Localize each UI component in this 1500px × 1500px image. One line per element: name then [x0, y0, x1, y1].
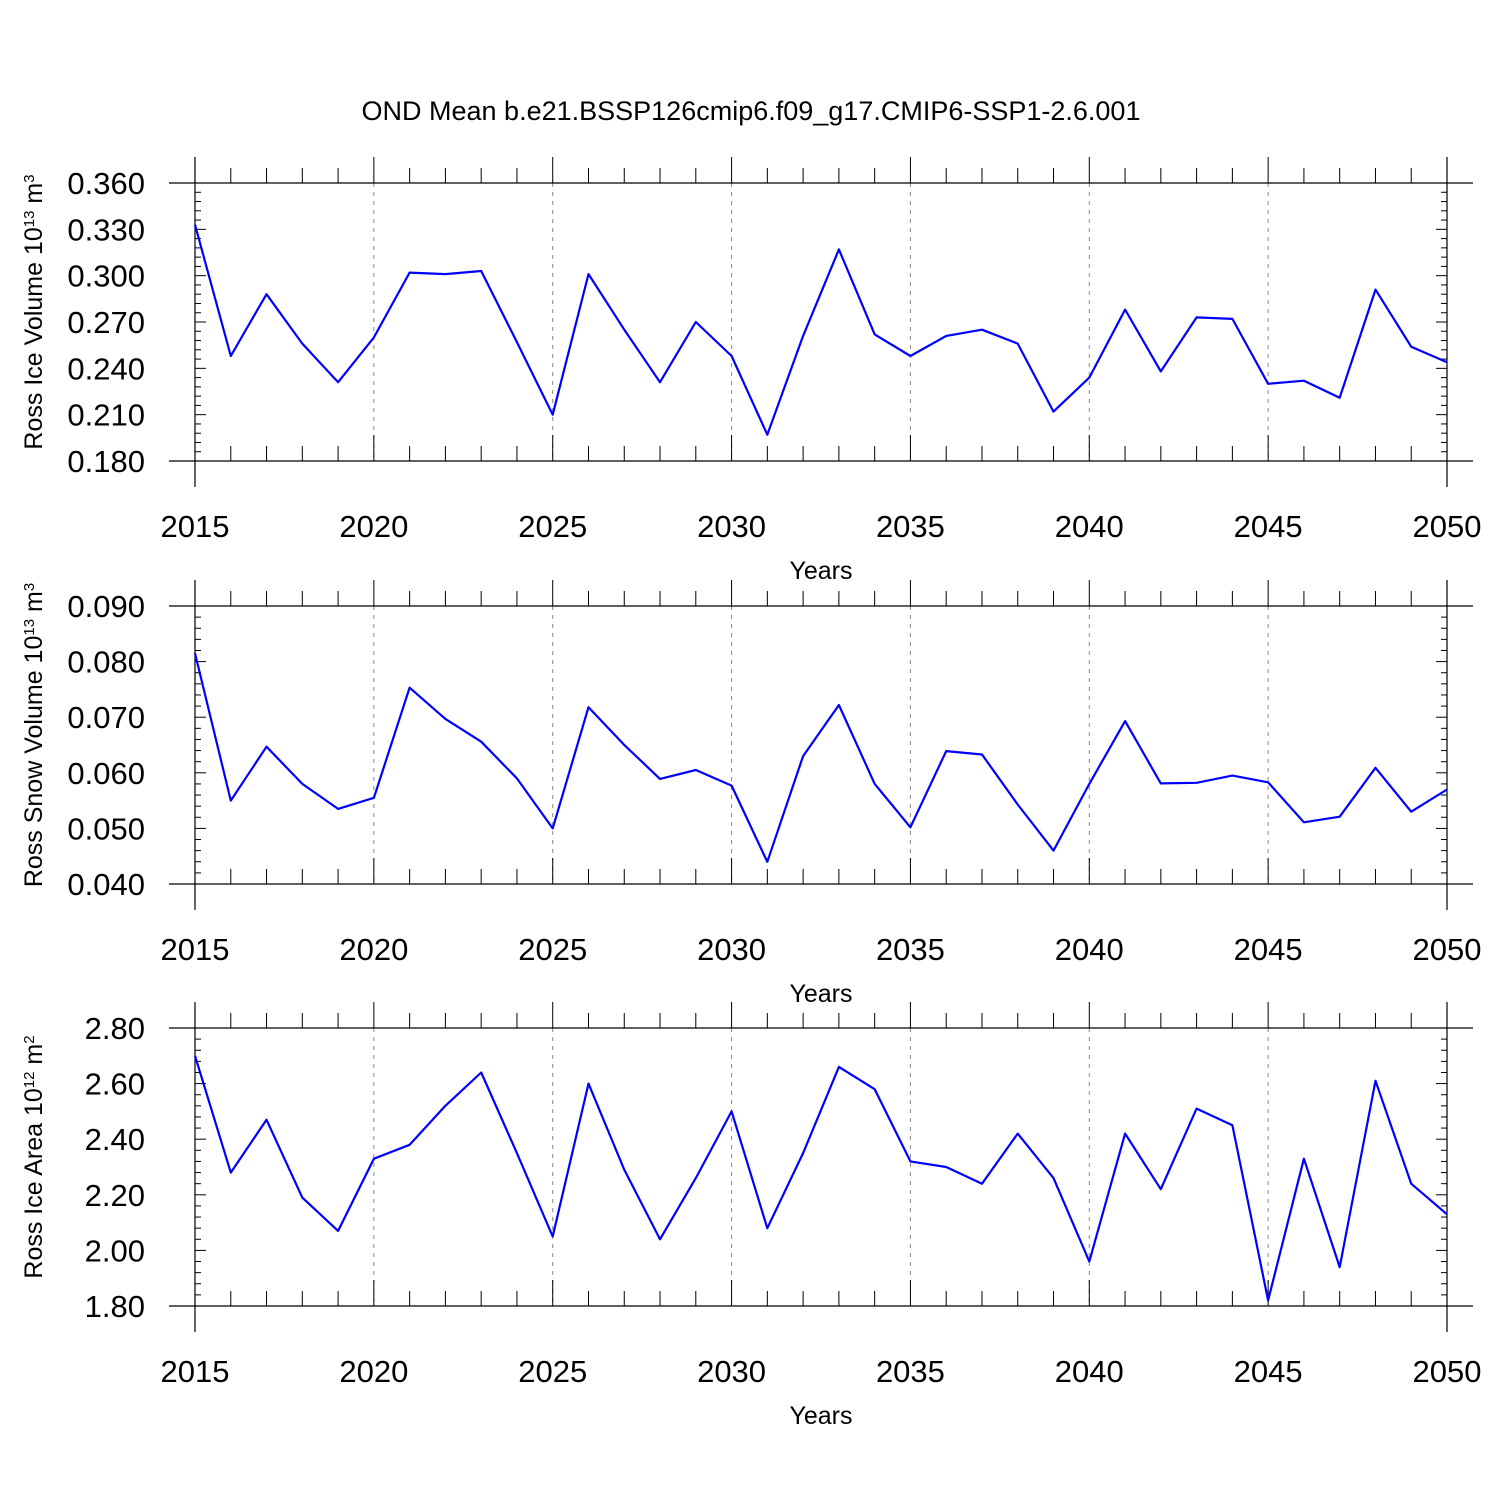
y-axis-title-unit: m	[20, 183, 48, 211]
x-tick-label: 2050	[1413, 509, 1482, 544]
y-axis-title: Ross Ice Volume 1013 m3	[20, 174, 48, 449]
y-tick-label: 0.040	[67, 867, 145, 902]
y-axis-title-unit-exp: 2	[21, 1035, 38, 1043]
x-tick-label: 2045	[1234, 932, 1303, 967]
y-tick-label: 0.180	[67, 444, 145, 479]
y-tick-label: 0.240	[67, 351, 145, 386]
chart-panel-1: 0.180 0.210 0.240 0.270 0.300 0.330 0.360 2015 2…	[20, 157, 1481, 585]
y-tick-label: 0.270	[67, 305, 145, 340]
chart-panel-2: 0.040 0.050 0.060 0.070 0.080 0.090 2015 2020 20…	[20, 580, 1481, 1008]
y-tick-label: 0.080	[67, 645, 145, 680]
x-tick-label: 2040	[1055, 509, 1124, 544]
x-tick-label: 2025	[518, 932, 587, 967]
y-tick-label: 2.20	[85, 1178, 145, 1213]
y-tick-label: 2.80	[85, 1011, 145, 1046]
y-axis-title: Ross Snow Volume 1013 m3	[20, 583, 48, 887]
x-tick-label: 2040	[1055, 932, 1124, 967]
x-axis-title: Years	[789, 980, 852, 1008]
series-line	[193, 653, 1448, 863]
y-tick-label: 0.050	[67, 811, 145, 846]
x-tick-label: 2045	[1234, 1354, 1303, 1389]
x-tick-label: 2035	[876, 509, 945, 544]
y-tick-label: 2.00	[85, 1233, 145, 1268]
x-tick-label: 2030	[697, 932, 766, 967]
x-tick-label: 2050	[1413, 1354, 1482, 1389]
y-axis-title-main: Ross Ice Area 10	[20, 1088, 48, 1278]
x-axis-title: Years	[789, 557, 852, 585]
x-tick-label: 2020	[339, 932, 408, 967]
x-tick-label: 2020	[339, 1354, 408, 1389]
y-axis-title-exp: 13	[21, 619, 38, 636]
x-tick-label: 2035	[876, 932, 945, 967]
x-tick-label: 2015	[161, 932, 230, 967]
x-tick-label: 2045	[1234, 509, 1303, 544]
x-tick-label: 2040	[1055, 1354, 1124, 1389]
x-tick-label: 2025	[518, 509, 587, 544]
chart-panel-3: 1.80 2.00 2.20 2.40 2.60 2.80 2015 2020 2025 2030…	[20, 1002, 1481, 1430]
y-tick-label: 0.330	[67, 212, 145, 247]
y-axis-title-unit-exp: 3	[21, 174, 38, 182]
y-axis-title-main: Ross Snow Volume 10	[20, 636, 48, 888]
x-tick-label: 2030	[697, 1354, 766, 1389]
x-tick-label: 2030	[697, 509, 766, 544]
y-axis-title-exp: 13	[21, 211, 38, 228]
series-line	[193, 224, 1448, 436]
y-axis-title-main: Ross Ice Volume 10	[20, 227, 48, 449]
x-tick-label: 2020	[339, 509, 408, 544]
figure-title: OND Mean b.e21.BSSP126cmip6.f09_g17.CMIP…	[362, 96, 1141, 126]
y-tick-label: 0.210	[67, 398, 145, 433]
panels: 0.180 0.210 0.240 0.270 0.300 0.330 0.360 2015 2…	[20, 157, 1481, 1430]
y-tick-label: 0.070	[67, 700, 145, 735]
y-tick-label: 0.090	[67, 589, 145, 624]
y-axis-title-unit: m	[20, 591, 48, 619]
y-axis-title-unit: m	[20, 1044, 48, 1072]
x-axis-title: Years	[789, 1402, 852, 1430]
x-tick-label: 2025	[518, 1354, 587, 1389]
y-axis-title-exp: 12	[21, 1072, 38, 1089]
x-tick-label: 2035	[876, 1354, 945, 1389]
y-tick-label: 0.300	[67, 259, 145, 294]
y-tick-label: 0.060	[67, 756, 145, 791]
x-tick-label: 2050	[1413, 932, 1482, 967]
x-tick-label: 2015	[161, 509, 230, 544]
y-tick-label: 2.40	[85, 1122, 145, 1157]
y-tick-label: 2.60	[85, 1067, 145, 1102]
y-axis-title: Ross Ice Area 1012 m2	[20, 1035, 48, 1278]
x-tick-label: 2015	[161, 1354, 230, 1389]
y-axis-title-unit-exp: 3	[21, 583, 38, 591]
y-tick-label: 0.360	[67, 166, 145, 201]
series-line	[193, 1055, 1448, 1302]
y-tick-label: 1.80	[85, 1289, 145, 1324]
